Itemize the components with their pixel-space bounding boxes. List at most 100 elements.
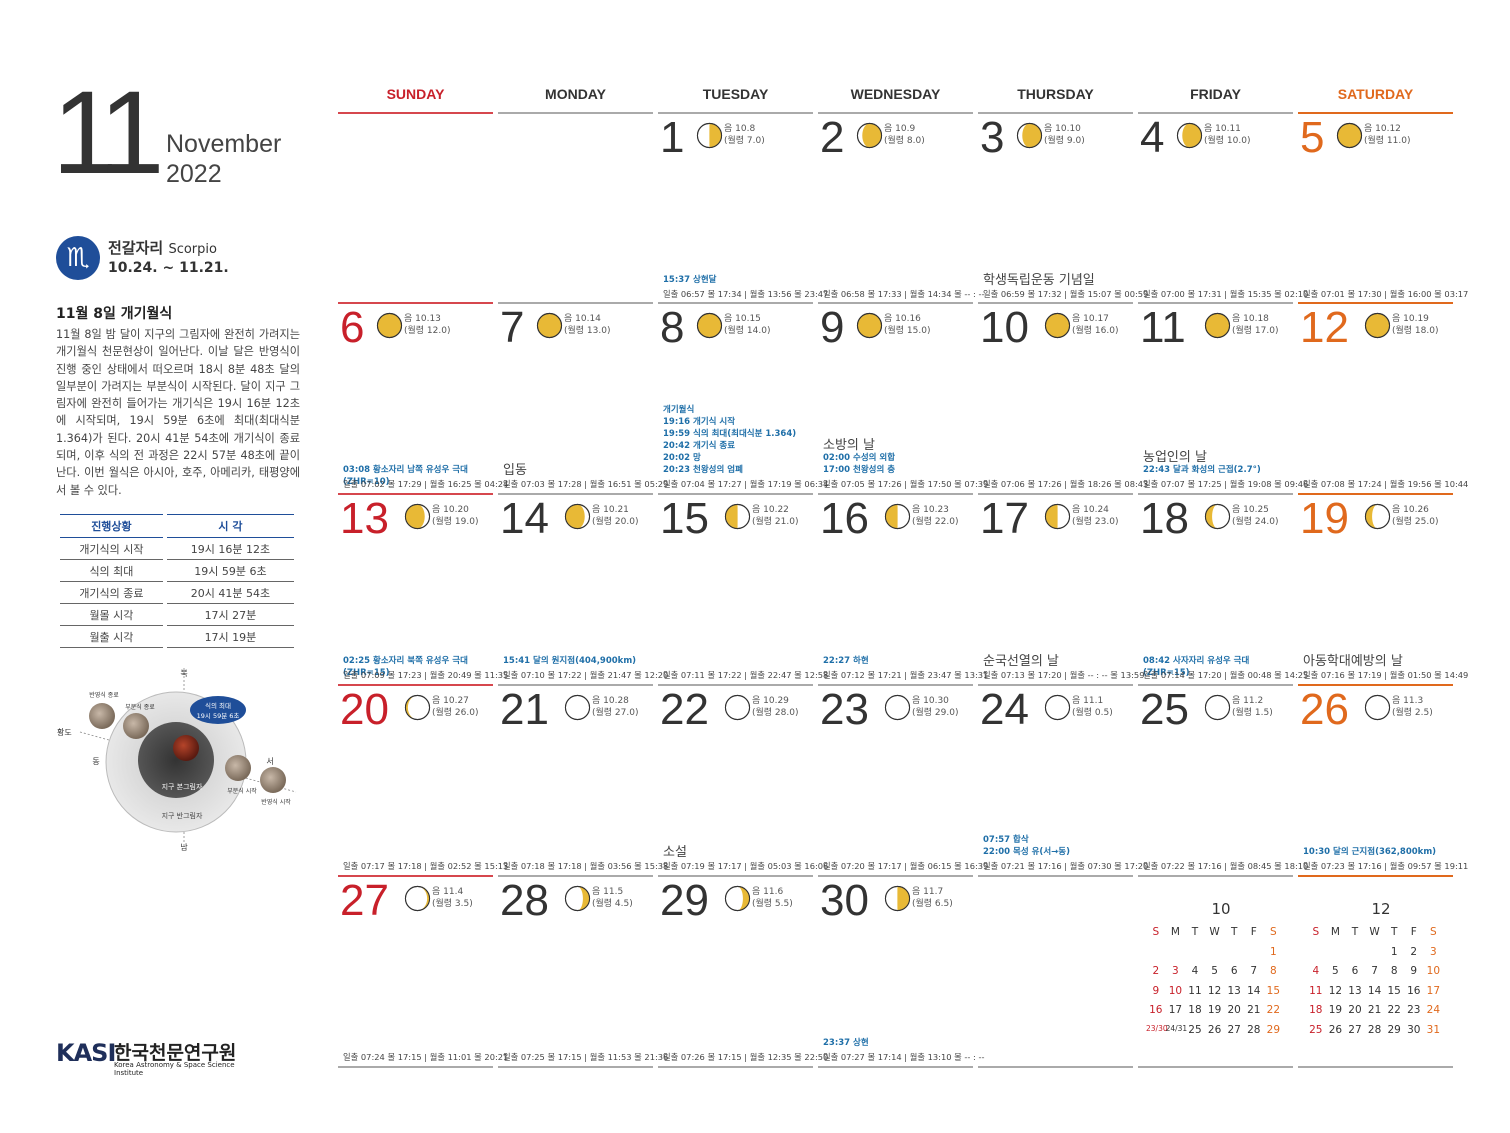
lunar-date: 음 10.13 [404,314,441,324]
moon-age: (월령 10.0) [1204,136,1251,146]
day-cell [338,112,493,302]
event-item: 22:43 달과 화성의 근접(2.7°) [1143,465,1261,475]
mini-day: 3 [1172,965,1179,977]
cell-divider [498,112,653,114]
moon-age: (월령 9.0) [1044,136,1085,146]
day-number: 11 [1140,303,1186,352]
event-item: 03:08 황소자리 남쪽 유성우 극대(ZHR=10) [343,465,468,487]
cell-divider [818,112,973,114]
cell-divider [1298,684,1453,686]
day-number: 5 [1300,113,1325,162]
cell-divider [978,684,1133,686]
day-cell: 23 음 10.30 (월령 29.0) 일출 07:20 몰 17:17 | 월출 … [818,684,988,874]
day-number: 30 [820,876,869,925]
cell-divider [498,684,653,686]
moon-age: (월령 23.0) [1072,517,1119,527]
cell-divider [1138,493,1293,495]
weekday-letter: T [1351,926,1359,938]
cell-divider [978,112,1133,114]
cell-divider [978,1066,1133,1068]
lunar-date: 음 11.3 [1392,696,1424,706]
weekday-header: FRIDAY [1190,86,1241,102]
mini-day: 11 [1188,984,1202,997]
moon-phase-icon [1044,312,1071,339]
sun-moon-times: 일출 07:11 몰 17:22 | 월출 22:47 몰 12:58 [663,670,829,680]
day-number: 20 [340,685,389,734]
weekday-letter: M [1330,926,1340,938]
day-cell: 25 음 11.2 (월령 1.5) 일출 07:22 몰 17:16 | 월출 08… [1138,684,1308,874]
table-row: 월출 시각 17시 19분 [60,626,294,648]
lunar-info: 음 11.4 (월령 3.5) [432,886,473,910]
event-item: 02:00 수성의 외합 [823,453,896,463]
day-cell: 24 음 11.1 (월령 0.5) 07:57 합삭 22:00 목성 유(서→동) 일… [978,684,1148,874]
mini-day: 22 [1266,1004,1281,1016]
cell-divider [658,112,813,114]
weekday-letter: S [1430,926,1437,938]
moon-phase-icon [1364,312,1391,339]
day-cell: 12 음 10.19 (월령 18.0) 일출 07:08 몰 17:24 | 월출 … [1298,302,1468,492]
day-number: 3 [980,113,1005,162]
sun-moon-times: 일출 07:20 몰 17:17 | 월출 06:15 몰 16:39 [823,861,989,871]
day-cell: 3 음 10.10 (월령 9.0) 학생독립운동 기념일 일출 06:59 몰 17:… [978,112,1148,302]
lunar-date: 음 11.2 [1232,696,1264,706]
weekday-header: MONDAY [545,86,606,102]
moon-age: (월령 16.0) [1072,326,1119,336]
moon-phase-icon [404,885,431,912]
sun-moon-times: 일출 07:19 몰 17:17 | 월출 05:03 몰 16:06 [663,861,829,871]
day-cell: 7 음 10.14 (월령 13.0) 입동 일출 07:03 몰 17:28 | 월출… [498,302,668,492]
day-number: 1 [660,113,685,162]
lunar-date: 음 10.22 [752,505,789,515]
holiday-label: 순국선열의 날 [983,654,1059,669]
day-cell [1138,875,1293,1065]
mini-day: 13 [1348,984,1362,997]
event-list: 23:37 상현 [823,1037,973,1049]
table-header: 시 각 [166,514,294,538]
mini-day: 11 [1309,984,1323,997]
weekday-letter: F [1250,926,1257,938]
sun-moon-times: 일출 06:57 몰 17:34 | 월출 13:56 몰 23:47 [663,289,829,299]
lunar-info: 음 11.6 (월령 5.5) [752,886,793,910]
lunar-info: 음 10.20 (월령 19.0) [432,504,478,528]
day-cell [1298,875,1453,1065]
cell-divider [338,1066,493,1068]
moon-phase-icon [1016,122,1043,149]
mini-day: 4 [1312,965,1320,977]
day-cell: 6 음 10.13 (월령 12.0) 03:08 황소자리 남쪽 유성우 극대(ZH… [338,302,508,492]
lunar-info: 음 10.21 (월령 20.0) [592,504,638,528]
mini-calendar: 12 S M T W T F S 1 2 3 4 5 6 7 8 9 10 11 12 13 14 15 16 17 18 19 20… [1306,900,1456,1043]
mini-day: 9 [1410,965,1418,977]
cell-divider [1298,1066,1453,1068]
zodiac-range: 10.24. ~ 11.21. [108,260,229,276]
table-row: 식의 최대 19시 59분 6초 [60,560,294,582]
moon-age: (월령 29.0) [912,708,959,718]
day-number: 24 [980,685,1029,734]
mini-day: 18 [1188,1004,1202,1016]
mini-day [1224,946,1244,966]
mini-day: 26 [1207,1023,1222,1036]
south-label: 남 [180,843,188,852]
event-item: 개기월식 [663,405,695,415]
weekday-letter: F [1410,926,1417,938]
cell-divider [1138,302,1293,304]
moon-age: (월령 26.0) [432,708,479,718]
weekday-header: SATURDAY [1337,86,1414,102]
day-cell: 19 음 10.26 (월령 25.0) 아동학대예방의 날 일출 07:16 몰 17… [1298,493,1468,683]
sun-moon-times: 일출 07:22 몰 17:16 | 월출 08:45 몰 18:10 [1143,861,1309,871]
moon-age: (월령 15.0) [884,326,931,336]
logo-mark: KASI [56,1039,116,1067]
day-cell: 15 음 10.22 (월령 21.0) 일출 07:11 몰 17:22 | 월출 … [658,493,828,683]
lunar-info: 음 10.19 (월령 18.0) [1392,313,1438,337]
lunar-date: 음 10.29 [752,696,789,706]
mini-day: 20 [1348,1004,1362,1016]
day-number: 29 [660,876,709,925]
lunar-info: 음 10.12 (월령 11.0) [1364,123,1410,147]
day-number: 26 [1300,685,1349,734]
mini-day [1146,946,1166,966]
cell-divider [1138,1066,1293,1068]
sun-moon-times: 일출 06:58 몰 17:33 | 월출 14:34 몰 -- : -- [823,289,985,299]
lunar-date: 음 10.30 [912,696,949,706]
cell-divider [1298,493,1453,495]
moon-phase-icon [536,312,563,339]
